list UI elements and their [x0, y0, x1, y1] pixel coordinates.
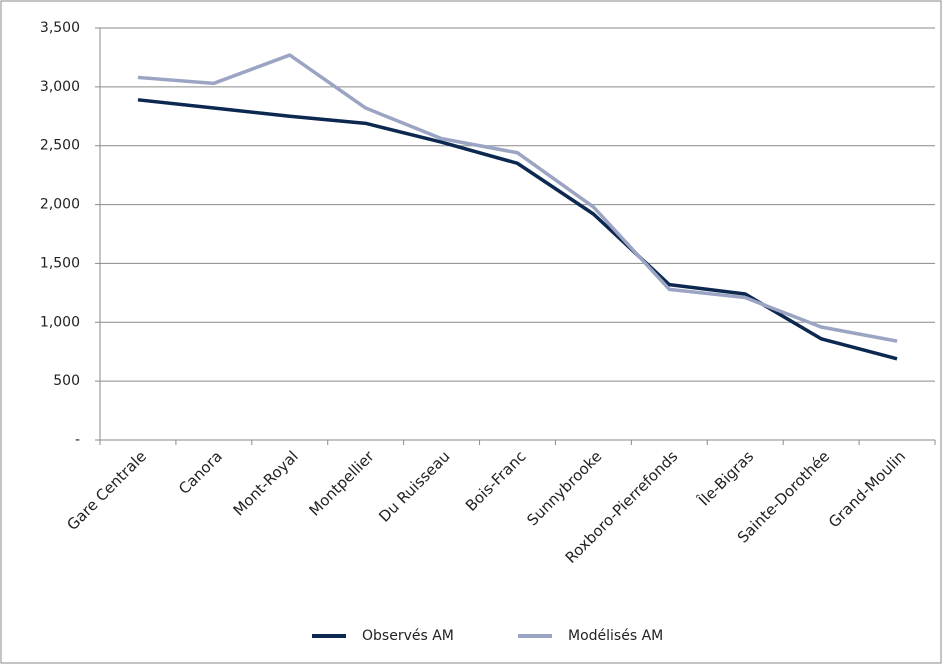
legend-label: Observés AM [362, 628, 454, 644]
y-tick-label: 1,500 [40, 255, 80, 271]
y-tick-label: 2,500 [40, 138, 80, 154]
y-tick-label: 500 [53, 373, 80, 389]
y-tick-label: 3,000 [40, 79, 80, 95]
y-tick-label: 1,000 [40, 314, 80, 330]
legend-label: Modélisés AM [568, 628, 663, 644]
y-tick-label: 2,000 [40, 197, 80, 213]
y-tick-label: 3,500 [40, 20, 80, 36]
y-tick-label: - [75, 432, 80, 448]
series-line [137, 53, 898, 343]
